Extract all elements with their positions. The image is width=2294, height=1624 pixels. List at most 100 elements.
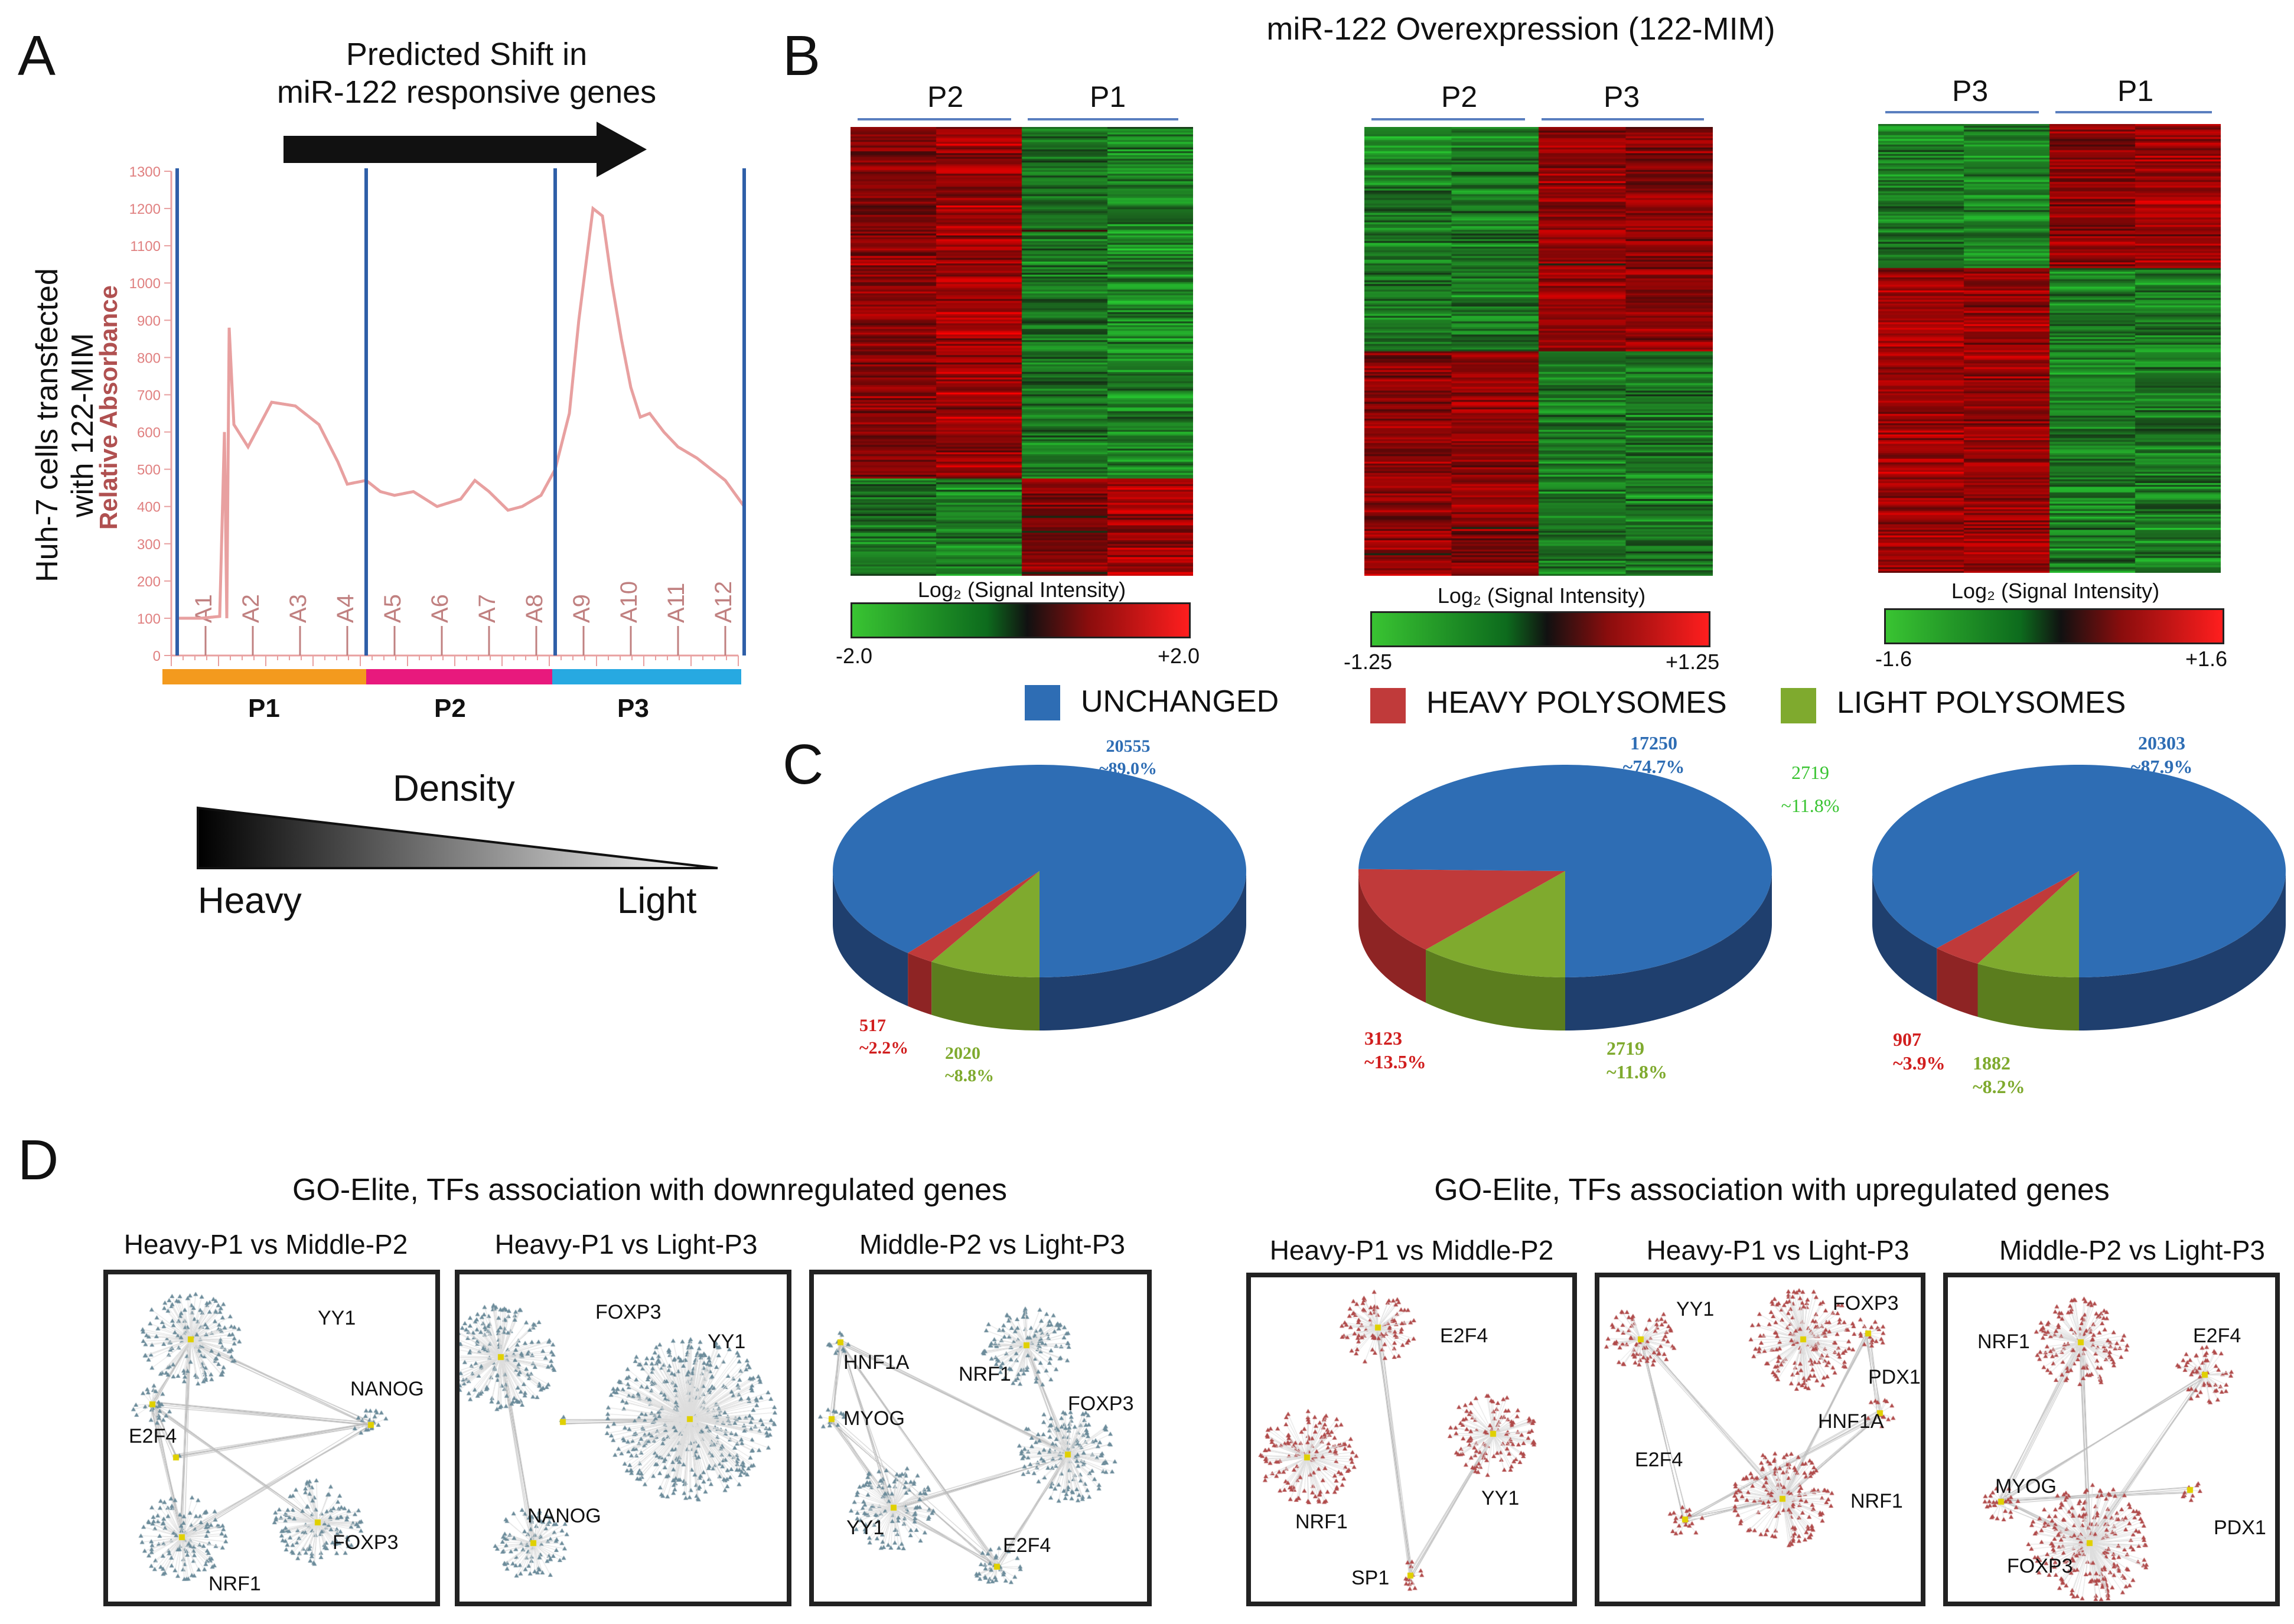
fraction-label: A2 bbox=[238, 594, 264, 623]
heatmap-2-bracket-left bbox=[1371, 118, 1525, 120]
network-3-tf-yy1: YY1 bbox=[846, 1517, 885, 1539]
fraction-label: A8 bbox=[522, 594, 548, 623]
network-3-tf-e2f4: E2F4 bbox=[1003, 1534, 1051, 1557]
network-4-graph bbox=[1251, 1277, 1572, 1602]
fraction-label: A12 bbox=[711, 581, 737, 623]
fraction-label: A7 bbox=[474, 594, 500, 623]
pie-2-floating-n: 2719 bbox=[1791, 762, 1829, 783]
panel-a-letter: A bbox=[18, 24, 56, 87]
pie-3-side-u bbox=[1872, 871, 1937, 1002]
heatmap-1-grid bbox=[851, 127, 1193, 576]
heatmap-3: P3 P1 Log₂ (Signal Intensity) -1.6 +1.6 bbox=[1875, 71, 2233, 673]
pie-2-floating-label: 2719 ~11.8% bbox=[1766, 756, 1855, 822]
light-label: Light bbox=[617, 881, 697, 921]
network-2-graph bbox=[460, 1274, 787, 1602]
pie-2-unchanged-label: 17250 ~74.7% bbox=[1595, 731, 1713, 778]
pie-3-unchanged-p: ~87.9% bbox=[2130, 756, 2193, 777]
network-6-tf-foxp3: FOXP3 bbox=[2007, 1555, 2073, 1577]
pie-3-heavy-n: 907 bbox=[1893, 1029, 1921, 1050]
pie-3-side-l bbox=[1977, 963, 2079, 1031]
fraction-label: A5 bbox=[380, 594, 406, 623]
network-3-tf-nrf1: NRF1 bbox=[959, 1363, 1011, 1385]
network-4-tf-sp1: SP1 bbox=[1351, 1567, 1390, 1589]
leader-line bbox=[1091, 782, 1112, 813]
fraction-label: A11 bbox=[663, 583, 689, 623]
pie-3-light-p: ~8.2% bbox=[1973, 1076, 2025, 1097]
y-tick-label: 200 bbox=[137, 574, 161, 590]
network-5-tf-nrf1: NRF1 bbox=[1850, 1490, 1903, 1512]
pie-2-side-h bbox=[1358, 871, 1426, 1003]
network-2-tf-yy1: YY1 bbox=[708, 1330, 746, 1353]
pie-1-slice-l bbox=[931, 871, 1040, 977]
heatmap-1-bracket-right bbox=[1028, 118, 1178, 120]
network-3-tf-hnf1a: HNF1A bbox=[843, 1351, 910, 1374]
pie-3-unchanged-label: 20303 ~87.9% bbox=[2103, 731, 2221, 778]
pool-label-p2: P2 bbox=[434, 694, 466, 723]
network-2-box: FOXP3 YY1 NANOG bbox=[455, 1270, 791, 1606]
pie-2-unchanged-n: 17250 bbox=[1630, 732, 1677, 754]
legend-label-light: LIGHT POLYSOMES bbox=[1837, 686, 2126, 720]
network-2-tf-nanog: NANOG bbox=[527, 1505, 601, 1527]
network-5-tf-hnf1a: HNF1A bbox=[1818, 1410, 1884, 1433]
pie-2-unchanged-p: ~74.7% bbox=[1622, 756, 1685, 777]
pie-1-side-u bbox=[1040, 871, 1246, 1031]
down-title: GO-Elite, TFs association with downregul… bbox=[292, 1173, 1008, 1207]
network-1-box: YY1 NANOG E2F4 FOXP3 NRF1 bbox=[103, 1270, 440, 1606]
pie-2-slice-u bbox=[1358, 765, 1772, 977]
pie-3-unchanged-n: 20303 bbox=[2138, 732, 2185, 754]
heatmap-3-colorbar bbox=[1884, 608, 2224, 644]
pool-label-p1: P1 bbox=[248, 694, 280, 723]
pie-1 bbox=[833, 765, 1246, 1031]
network-5-tf-foxp3: FOXP3 bbox=[1833, 1292, 1899, 1315]
heatmap-2: P2 P3 Log₂ (Signal Intensity) -1.25 +1.2… bbox=[1344, 71, 1719, 674]
pie-1-unchanged-label: 20555 ~89.0% bbox=[1069, 735, 1187, 780]
pie-1-light-p: ~8.8% bbox=[945, 1066, 995, 1085]
fraction-label: A4 bbox=[333, 594, 359, 623]
pie-1-heavy-n: 517 bbox=[859, 1016, 886, 1035]
network-6-graph bbox=[1948, 1277, 2275, 1602]
network-3-graph bbox=[814, 1274, 1147, 1602]
pie-2-light-n: 2719 bbox=[1607, 1038, 1644, 1059]
heatmap-3-scale-label: Log₂ (Signal Intensity) bbox=[1951, 579, 2160, 603]
pie-2-light-label: 2719 ~11.8% bbox=[1607, 1036, 1667, 1084]
pie-3-slice-u bbox=[1872, 765, 2286, 977]
network-2-tf-foxp3: FOXP3 bbox=[595, 1301, 662, 1323]
absorbance-trace bbox=[177, 206, 746, 620]
pie-1-side-h bbox=[908, 953, 932, 1015]
legend-label-heavy: HEAVY POLYSOMES bbox=[1426, 686, 1727, 720]
heatmap-3-max: +1.6 bbox=[2185, 647, 2228, 671]
heatmap-3-bracket-right bbox=[2055, 111, 2212, 113]
network-5-graph bbox=[1599, 1277, 1921, 1602]
network-3-title: Middle-P2 vs Light-P3 bbox=[859, 1229, 1125, 1260]
y-tick-label: 0 bbox=[153, 648, 161, 664]
network-5-tf-pdx1: PDX1 bbox=[1868, 1366, 1921, 1388]
pool-bar-p3 bbox=[552, 669, 741, 684]
pie-1-light-label: 2020 ~8.8% bbox=[945, 1042, 994, 1087]
pie-3-heavy-p: ~3.9% bbox=[1893, 1052, 1946, 1074]
heatmap-1-min: -2.0 bbox=[836, 644, 873, 668]
pie-3-heavy-label: 907 ~3.9% bbox=[1893, 1028, 1946, 1075]
heavy-label: Heavy bbox=[198, 881, 302, 921]
network-1-tf-nanog: NANOG bbox=[350, 1378, 424, 1400]
heatmap-2-min: -1.25 bbox=[1344, 650, 1393, 674]
heatmap-2-grid bbox=[1364, 127, 1713, 576]
y-tick-label: 400 bbox=[137, 500, 161, 516]
network-4-tf-yy1: YY1 bbox=[1481, 1487, 1520, 1509]
panel-d-letter: D bbox=[18, 1129, 59, 1192]
pie-2 bbox=[1358, 765, 1772, 1031]
fraction-label: A3 bbox=[285, 594, 311, 623]
network-1-tf-yy1: YY1 bbox=[318, 1307, 356, 1329]
pie-1-side-l bbox=[931, 961, 1040, 1031]
pie-2-side-l bbox=[1426, 949, 1565, 1031]
pie-1-side-u bbox=[833, 871, 908, 1006]
network-3-box: HNF1A MYOG NRF1 FOXP3 YY1 E2F4 bbox=[809, 1270, 1152, 1606]
y-tick-label: 1200 bbox=[129, 201, 161, 217]
network-6-tf-e2f4: E2F4 bbox=[2193, 1325, 2241, 1347]
heatmap-1-right-label: P1 bbox=[1090, 80, 1126, 113]
fraction-label: A9 bbox=[569, 594, 595, 623]
pool-bar-p1 bbox=[162, 669, 366, 684]
fraction-label: A10 bbox=[616, 581, 642, 623]
fraction-label: A6 bbox=[427, 594, 453, 623]
